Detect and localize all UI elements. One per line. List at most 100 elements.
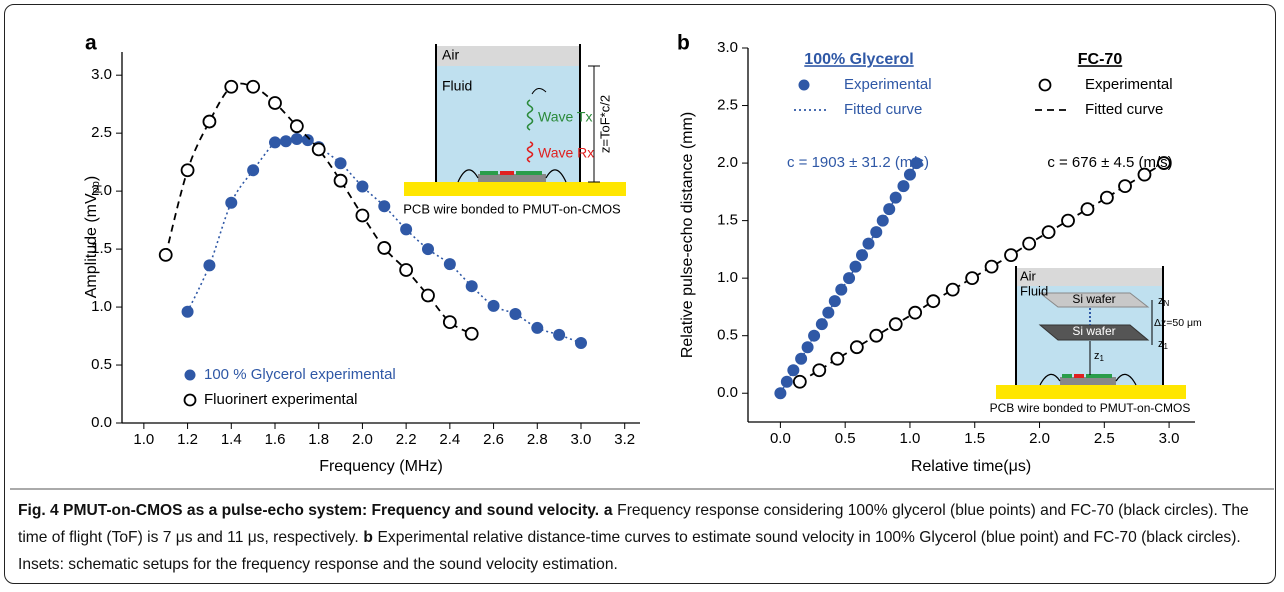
y-tick-label: 2.5 — [91, 124, 112, 141]
x-tick-label: 3.0 — [1159, 430, 1180, 447]
inset-label: Δz=50 μm — [1154, 317, 1202, 329]
x-tick-label: 2.5 — [1094, 430, 1115, 447]
y-tick-label: 0.0 — [717, 384, 738, 401]
y-tick-label: 1.0 — [717, 269, 738, 286]
y-axis-label: Relative pulse-echo distance (mm) — [679, 112, 696, 358]
electrode — [516, 171, 542, 175]
chip — [1060, 377, 1116, 385]
x-tick-label: 0.0 — [770, 430, 791, 447]
y-tick-label: 2.0 — [91, 182, 112, 199]
inset-label: Wave Tx — [538, 109, 592, 125]
inset-label: z=ToF*c/2 — [597, 95, 612, 153]
x-tick-label: 1.0 — [900, 430, 921, 447]
wave-tx — [526, 99, 534, 131]
panel-letter: b — [677, 32, 690, 55]
y-tick-label: 2.0 — [717, 154, 738, 171]
data-point — [1004, 248, 1018, 263]
y-tick-label: 0.5 — [717, 327, 738, 344]
electrode — [500, 171, 514, 175]
x-tick-label: 1.5 — [964, 430, 985, 447]
caption-segment: Frequency response considering 100% glyc… — [18, 502, 1249, 546]
inset-label-sub: 1 — [1100, 354, 1105, 363]
data-point — [442, 315, 457, 330]
data-point — [487, 299, 500, 312]
data-point — [443, 258, 456, 271]
wafer — [1038, 324, 1150, 341]
x-tick-label: 1.6 — [265, 431, 286, 448]
inset-b: Air Fluid Si wafer Si wafer zN Δz=50 μm … — [990, 266, 1202, 415]
inset-label: Si wafer — [1072, 324, 1115, 338]
inset-label: zN — [1158, 295, 1170, 308]
data-point — [1118, 179, 1132, 193]
legend-marker — [1038, 78, 1052, 92]
data-point — [509, 308, 522, 321]
data-point — [334, 157, 347, 170]
data-point — [202, 114, 217, 129]
inset-label-part: z — [1158, 338, 1164, 350]
data-point — [822, 306, 835, 319]
air-layer — [1016, 268, 1163, 286]
data-point — [158, 247, 173, 262]
inset-label-part: z — [1158, 295, 1164, 307]
air-layer — [436, 46, 580, 66]
data-point — [870, 226, 883, 239]
data-point — [399, 263, 414, 277]
legend-group-title: 100% Glycerol — [804, 51, 913, 68]
data-point — [400, 223, 413, 236]
data-point — [910, 157, 923, 170]
caption-segment: b — [363, 529, 373, 546]
data-point — [815, 318, 828, 331]
pcb — [404, 182, 626, 196]
data-point — [224, 79, 239, 94]
legend-label: Fluorinert experimental — [204, 391, 357, 408]
data-point — [883, 203, 896, 216]
electrode — [1074, 374, 1084, 378]
x-tick-label: 1.8 — [308, 431, 329, 448]
electrode — [480, 171, 498, 175]
data-point — [279, 135, 292, 148]
x-tick-label: 2.6 — [483, 431, 504, 448]
inset-label-sub: N — [1164, 299, 1170, 308]
y-axis-label-part: ) — [83, 176, 100, 181]
x-tick-label: 0.5 — [835, 430, 856, 447]
y-axis-label-sub: pp — [90, 181, 102, 193]
data-point — [1022, 236, 1037, 251]
inset-label-sub: 1 — [1164, 342, 1169, 351]
data-point — [801, 341, 814, 354]
legend-label: Experimental — [1085, 76, 1173, 93]
legend-label: Fitted curve — [844, 101, 922, 118]
data-point — [889, 191, 902, 204]
figure-caption: Fig. 4 PMUT-on-CMOS as a pulse-echo syst… — [18, 497, 1270, 578]
inset-label: Fluid — [442, 78, 472, 94]
data-point — [774, 387, 787, 400]
data-point — [356, 180, 369, 193]
data-point — [289, 119, 304, 134]
charts: a b Frequency (MHz) Relative time(μs) Am… — [10, 32, 1274, 490]
y-tick-label: 1.5 — [717, 212, 738, 229]
data-point — [908, 305, 923, 320]
data-point — [421, 288, 435, 303]
x-tick-label: 2.8 — [527, 431, 548, 448]
x-tick-label: 2.4 — [439, 431, 460, 448]
data-point — [377, 241, 392, 255]
data-point — [1061, 213, 1075, 228]
legend-marker — [183, 393, 197, 407]
data-point — [246, 79, 261, 94]
data-point — [1137, 167, 1152, 182]
data-point — [421, 243, 434, 256]
legend-label: Experimental — [844, 76, 932, 93]
inset-label: Fluid — [1020, 283, 1048, 298]
x-axis-label: Relative time(μs) — [911, 458, 1031, 475]
data-point — [225, 196, 238, 209]
data-point — [897, 180, 910, 193]
data-point — [792, 374, 807, 389]
annotation: c = 676 ± 4.5 (m/s) — [1047, 154, 1172, 171]
panel-letter: a — [85, 32, 97, 55]
y-tick-label: 3.0 — [717, 39, 738, 56]
y-axis-label: Amplitude (mVpp) — [83, 176, 102, 299]
data-point — [333, 173, 348, 188]
inset-label: z1 — [1158, 338, 1169, 351]
data-point — [780, 375, 793, 388]
x-tick-label: 1.2 — [177, 431, 198, 448]
data-point — [808, 329, 821, 342]
